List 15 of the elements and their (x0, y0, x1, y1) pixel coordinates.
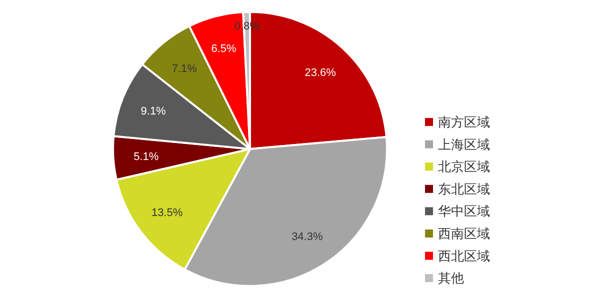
legend-label: 西南区域 (438, 226, 490, 241)
legend-label: 上海区域 (438, 136, 490, 152)
legend-label: 其他 (438, 270, 464, 286)
data-label: 5.1% (134, 150, 159, 163)
legend-label: 南方区域 (438, 114, 490, 130)
data-label: 7.1% (172, 63, 198, 76)
legend-label: 西北区域 (438, 248, 490, 264)
legend-label: 华中区域 (438, 204, 490, 219)
legend-label: 东北区域 (438, 181, 490, 196)
data-label: 23.6% (304, 67, 336, 80)
legend-label: 北京区域 (438, 159, 490, 174)
data-label: 9.1% (140, 105, 166, 118)
data-label: 34.3% (292, 231, 323, 244)
data-label: 6.5% (211, 43, 237, 56)
data-label: 13.5% (152, 207, 183, 220)
